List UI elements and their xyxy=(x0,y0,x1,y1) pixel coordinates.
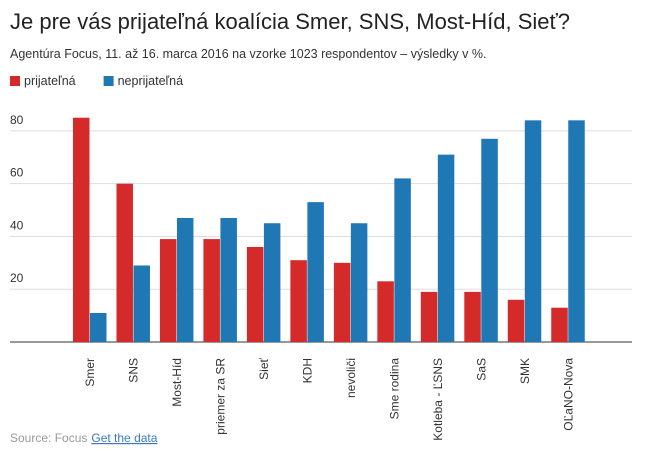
bar xyxy=(481,138,498,342)
bar xyxy=(203,239,220,342)
x-tick-label: nevoliči xyxy=(344,358,358,398)
source: Source: Focus xyxy=(10,431,87,445)
x-tick-label: SNS xyxy=(126,358,140,383)
y-tick-label: 40 xyxy=(10,218,24,232)
bar xyxy=(568,120,585,342)
x-tick-label: Smer xyxy=(83,358,97,387)
bars xyxy=(72,117,585,342)
legend-label: prijateľná xyxy=(24,74,76,88)
legend-label: neprijateľná xyxy=(118,74,184,88)
legend: prijateľná neprijateľná xyxy=(10,74,183,88)
bar xyxy=(437,154,455,342)
bar xyxy=(72,117,90,342)
x-tick-label: Sieť xyxy=(257,358,271,380)
bar xyxy=(307,202,324,342)
chart-title: Je pre vás prijateľná koalícia Smer, SNS… xyxy=(10,9,570,34)
data-link[interactable]: Get the data xyxy=(91,431,157,445)
x-tick-label: Sme rodina xyxy=(387,358,401,420)
x-tick-label: Kotleba - ĽSNS xyxy=(431,358,445,441)
bar xyxy=(159,239,177,342)
bar xyxy=(507,299,525,342)
bar xyxy=(133,265,150,342)
y-tick-label: 60 xyxy=(10,166,24,180)
legend-swatch xyxy=(103,76,114,86)
x-labels: Smer SNS Most-Híd priemer za SR Sieť KDH nevol… xyxy=(83,358,575,441)
legend-swatch xyxy=(10,76,20,86)
bar xyxy=(394,178,411,342)
bar xyxy=(524,120,542,342)
x-tick-label: Most-Híd xyxy=(170,358,184,407)
bar xyxy=(89,312,107,342)
bar xyxy=(290,260,307,342)
chart-subtitle: Agentúra Focus, 11. až 16. marca 2016 na… xyxy=(10,47,486,61)
bar xyxy=(420,291,438,342)
y-tick-label: 20 xyxy=(10,271,24,285)
bar xyxy=(176,217,194,342)
bar xyxy=(220,217,237,342)
bar xyxy=(116,183,133,342)
x-tick-label: OĽaNO-Nova xyxy=(561,358,575,431)
y-tick-label: 80 xyxy=(10,113,24,127)
x-tick-label: SMK xyxy=(518,358,532,384)
bar xyxy=(350,223,368,342)
bar xyxy=(551,307,568,342)
x-tick-label: KDH xyxy=(300,358,314,383)
bar xyxy=(464,291,481,342)
bar xyxy=(246,247,264,342)
x-tick-label: priemer za SR xyxy=(213,358,227,435)
x-tick-label: SaS xyxy=(474,358,488,381)
bar xyxy=(333,262,351,342)
bar xyxy=(377,281,394,342)
bar xyxy=(263,223,281,342)
